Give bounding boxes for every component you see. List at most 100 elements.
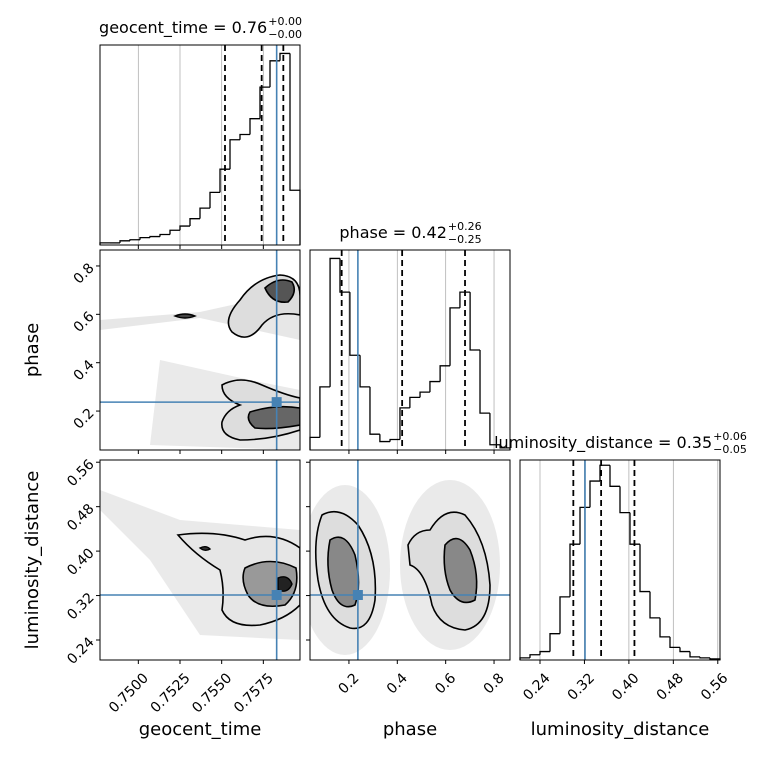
histogram-bin	[619, 486, 630, 514]
x-tick-label: 0.40	[609, 670, 642, 703]
panel-frame	[309, 249, 511, 451]
histogram-bin	[289, 53, 301, 245]
y-tick-label: 0.40	[64, 545, 97, 578]
x-tick-label: 0.7525	[148, 670, 194, 716]
histogram-bin	[379, 434, 391, 443]
histogram-bin	[349, 292, 361, 356]
y-tick-label: 0.2	[71, 405, 98, 432]
contour	[264, 279, 296, 304]
histogram-bin	[479, 350, 490, 414]
title-main: phase = 0.42	[339, 223, 446, 242]
x-axis-label: geocent_time	[139, 719, 262, 740]
histogram-bin	[649, 591, 660, 619]
histogram-bin	[169, 229, 180, 235]
x-tick-label: 0.32	[565, 670, 598, 703]
histogram-bin	[399, 407, 410, 440]
histogram-bin	[149, 235, 160, 238]
y-tick-label: 0.4	[71, 357, 98, 384]
histogram-bin	[249, 118, 260, 135]
histogram-bin	[569, 543, 580, 597]
contour	[443, 537, 478, 604]
x-axis-label: luminosity_distance	[531, 719, 710, 740]
panel-title: luminosity_distance = 0.35	[494, 433, 712, 453]
histogram-bin	[429, 380, 441, 393]
histogram-bin	[239, 133, 250, 140]
x-tick-label: 0.4	[384, 670, 411, 697]
histogram-bin	[279, 52, 290, 61]
x-tick-label: 0.2	[335, 670, 362, 697]
contour	[198, 546, 212, 551]
y-tick-label: 0.8	[71, 260, 98, 287]
histogram-bin	[389, 438, 400, 442]
contour	[247, 405, 300, 430]
histogram-bin	[639, 544, 650, 593]
y-tick-label: 0.24	[64, 634, 97, 667]
panel-frame	[519, 459, 721, 661]
histogram-bin	[189, 218, 200, 227]
histogram-bin	[529, 654, 540, 658]
histogram-bin	[449, 307, 460, 366]
title-main: luminosity_distance = 0.35	[494, 433, 712, 453]
histogram-bin	[439, 365, 451, 382]
histogram-bin	[689, 651, 700, 658]
histogram-bin	[409, 396, 421, 408]
histogram-bin	[659, 617, 670, 638]
x-tick-label: 0.7575	[231, 670, 277, 716]
histogram-bin	[319, 386, 331, 438]
y-tick-label: 0.48	[64, 501, 97, 534]
histogram-bin	[309, 436, 320, 450]
histogram-bin	[469, 292, 481, 351]
y-tick-label: 0.56	[64, 456, 97, 489]
y-axis-label: luminosity_distance	[22, 471, 43, 650]
histogram-bin	[119, 240, 130, 243]
panel-frame	[99, 459, 301, 661]
histogram-bin	[339, 258, 350, 293]
x-tick-label: 0.7500	[106, 670, 152, 716]
panel-title: phase = 0.42	[339, 223, 446, 242]
x-axis-label: phase	[383, 719, 437, 740]
contour	[173, 313, 197, 319]
x-tick-label: 0.8	[481, 670, 508, 697]
y-tick-label: 0.6	[71, 309, 98, 336]
histogram-bin	[269, 60, 280, 88]
histogram-bin	[629, 512, 640, 545]
histogram-bin	[129, 239, 140, 241]
panel-title: geocent_time = 0.76	[99, 18, 267, 38]
histogram-bin	[609, 465, 620, 487]
histogram-bin	[679, 647, 690, 653]
histogram-bin	[259, 86, 270, 119]
x-tick-label: 0.6	[432, 670, 459, 697]
histogram-bin	[699, 656, 710, 659]
density-panel	[100, 274, 300, 450]
histogram-bin	[359, 355, 370, 388]
x-tick-label: 0.48	[654, 670, 687, 703]
title-main: geocent_time = 0.76	[99, 18, 267, 38]
y-tick-label: 0.32	[64, 590, 97, 623]
y-axis-label: phase	[22, 323, 43, 377]
contour	[327, 536, 360, 608]
x-tick-label: 0.56	[698, 670, 731, 703]
title-sup: +0.06	[713, 430, 747, 443]
histogram-bin	[219, 168, 230, 193]
histogram-bin	[669, 636, 680, 649]
histogram-bin	[159, 233, 170, 237]
histogram-bin	[539, 650, 550, 655]
histogram-bin	[419, 391, 430, 398]
histogram-bin	[489, 413, 501, 446]
x-tick-label: 0.7550	[189, 670, 235, 716]
histogram-bin	[369, 386, 380, 435]
x-tick-label: 0.24	[520, 670, 553, 703]
title-sub: −0.25	[448, 233, 482, 246]
title-sub: −0.05	[713, 443, 747, 456]
density-panel	[310, 480, 500, 655]
title-sup: +0.00	[268, 15, 302, 28]
panel-frame	[99, 249, 301, 451]
histogram-bin	[229, 139, 240, 170]
panel-frame	[99, 44, 301, 246]
histogram-bin	[179, 225, 190, 231]
histogram-bin	[599, 464, 610, 482]
density-panel	[100, 490, 300, 640]
title-sup: +0.26	[448, 220, 482, 233]
histogram-bin	[139, 236, 150, 240]
